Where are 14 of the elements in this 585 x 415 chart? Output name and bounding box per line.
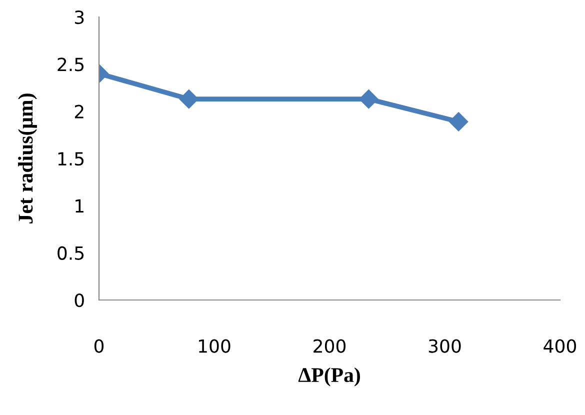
x-tick-label: 0 bbox=[94, 339, 104, 353]
y-tick-label: 3 bbox=[75, 10, 84, 24]
y-tick-label: 2 bbox=[74, 104, 84, 118]
x-tick-label: 300 bbox=[428, 339, 461, 353]
x-tick-label: 400 bbox=[544, 339, 576, 353]
y-tick-label: 0 bbox=[74, 293, 84, 308]
y-tick-label: 1 bbox=[76, 199, 84, 213]
y-tick-label: 1.5 bbox=[58, 152, 84, 166]
y-tick-label: 2.5 bbox=[58, 58, 84, 72]
y-axis-title: Jet radius(μm) bbox=[18, 94, 37, 224]
x-tick-label: 200 bbox=[314, 339, 346, 353]
x-tick-label: 100 bbox=[199, 339, 230, 353]
y-tick-label: 0.5 bbox=[58, 246, 84, 260]
x-axis-title: ΔP(Pa) bbox=[298, 367, 360, 386]
